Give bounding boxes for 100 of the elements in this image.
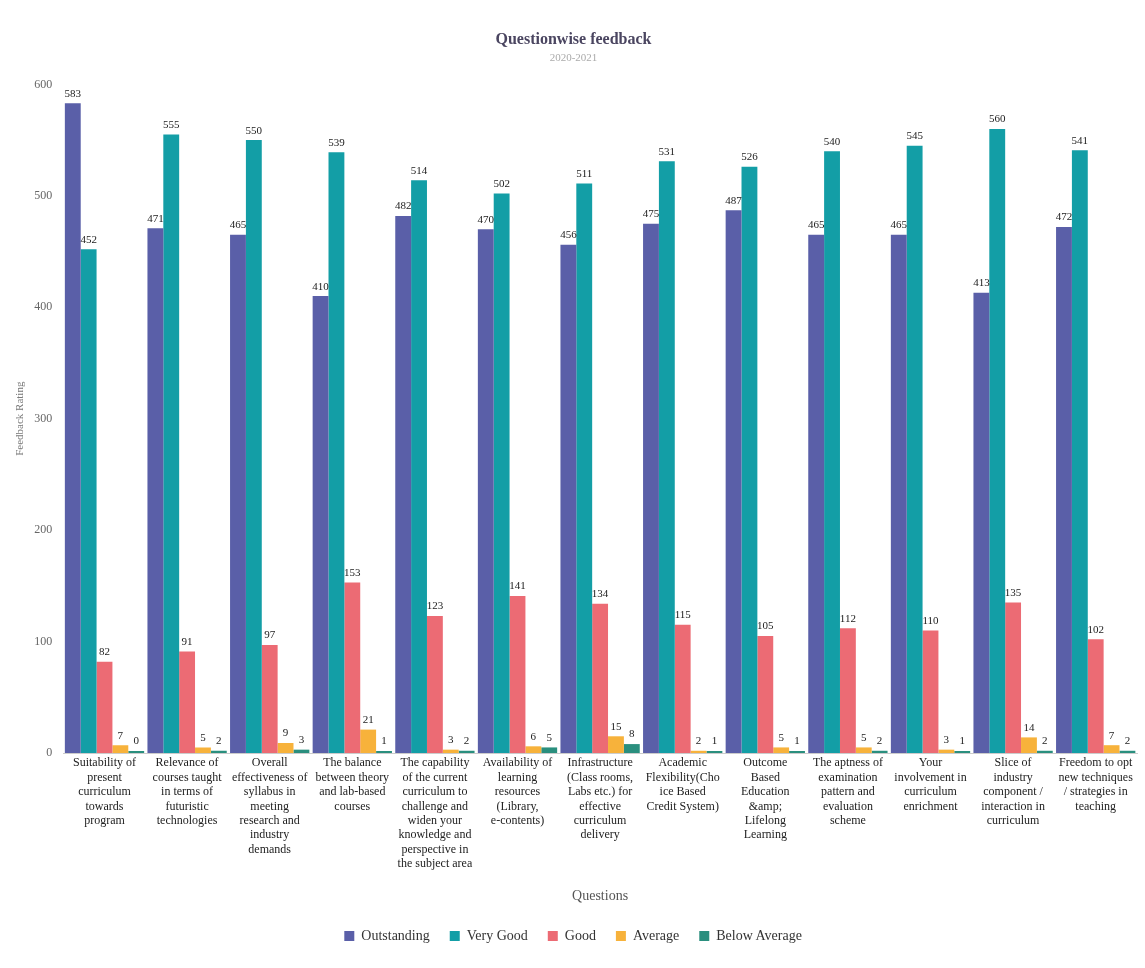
bar: [773, 747, 790, 753]
y-axis-title: Feedback Rating: [13, 381, 26, 456]
legend-label: Average: [632, 927, 680, 943]
data-label: 8: [629, 727, 636, 740]
data-label: 3: [448, 733, 455, 746]
bar: [328, 152, 345, 753]
data-label: 514: [410, 163, 428, 176]
bar: [871, 750, 888, 753]
data-label: 2: [695, 734, 702, 747]
data-label: 482: [394, 199, 412, 212]
data-label: 470: [477, 212, 495, 225]
bar: [938, 749, 955, 753]
data-label: 1: [794, 734, 800, 747]
data-label: 471: [147, 211, 164, 224]
bar: [1119, 750, 1136, 753]
data-label: 550: [245, 123, 263, 136]
x-tick-label: The aptness of examination pattern and evaluation scheme: [812, 755, 883, 827]
data-label: 123: [426, 599, 444, 612]
data-label: 3: [943, 733, 950, 746]
bar: [96, 661, 113, 753]
data-label: 153: [344, 565, 362, 578]
bar: [839, 628, 856, 753]
bar: [261, 644, 278, 753]
bar: [922, 630, 939, 753]
bar: [1103, 745, 1120, 753]
data-label: 1: [711, 734, 718, 747]
bar: [509, 595, 526, 753]
data-label: 5: [861, 730, 868, 743]
x-tick-label: Suitability of present curriculum towards program: [73, 755, 136, 827]
data-label: 5: [546, 730, 553, 743]
data-label: 6: [530, 729, 537, 742]
data-label: 91: [181, 634, 193, 647]
x-tick-label: The capability of the current curriculum to challenge and widen your knowledge and perspective in the subject area: [397, 755, 473, 871]
data-label: 105: [757, 619, 775, 632]
y-tick-label: 400: [34, 299, 53, 314]
bar: [195, 747, 211, 753]
bar: [493, 193, 510, 753]
bar: [80, 249, 97, 753]
bar: [411, 180, 427, 753]
bar: [458, 750, 475, 753]
data-label: 511: [576, 166, 593, 179]
legend-label: Outstanding: [361, 927, 430, 943]
x-tick-label: Slice of industry component / interaction in curriculum: [981, 755, 1045, 827]
data-label: 15: [610, 719, 622, 732]
x-tick-label: The balance between theory and lab-based courses: [315, 755, 390, 813]
data-label: 475: [642, 207, 660, 220]
x-tick-label: Infrastructure (Class rooms, Labs etc.) for effective curriculum delivery: [567, 755, 634, 842]
bar: [477, 229, 494, 753]
y-tick-label: 100: [34, 633, 53, 648]
bar: [64, 103, 81, 753]
data-label: 115: [674, 608, 692, 621]
bar: [576, 183, 593, 753]
data-label: 2: [1042, 734, 1048, 747]
bar: [1056, 227, 1072, 753]
bar: [1071, 150, 1088, 753]
data-label: 540: [823, 134, 841, 147]
x-tick-label: Availability of learning resources (Library, e-contents): [482, 755, 553, 827]
bar: [395, 215, 412, 753]
x-tick-label: Academic Flexibility(Choice Based Credit System): [645, 755, 720, 813]
bar: [906, 145, 923, 753]
bar: [608, 736, 624, 753]
legend-label: Very Good: [466, 927, 528, 943]
x-tick-label: Relevance of courses taught in terms of futuristic technologies: [152, 755, 223, 827]
bar: [643, 223, 659, 753]
legend-label: Good: [564, 927, 596, 943]
bar: [293, 749, 310, 753]
data-label: 7: [1108, 728, 1115, 741]
data-label: 465: [890, 218, 908, 231]
bar: [989, 128, 1006, 753]
data-label: 102: [1087, 622, 1104, 635]
bar: [890, 234, 907, 753]
data-label: 2: [463, 734, 470, 747]
data-label: 472: [1055, 210, 1073, 223]
bar: [757, 636, 774, 753]
bar: [808, 234, 825, 753]
bar: [426, 615, 443, 753]
chart-title: Questionwise feedback: [495, 29, 652, 47]
bar: [277, 742, 294, 753]
data-label: 410: [312, 279, 330, 292]
bar: [973, 292, 990, 753]
data-label: 539: [328, 135, 346, 148]
data-label: 14: [1023, 720, 1035, 733]
y-tick-label: 0: [46, 745, 53, 760]
bar: [1036, 750, 1053, 753]
bar: [824, 151, 840, 753]
data-label: 134: [591, 587, 609, 600]
chart-subtitle: 2020-2021: [549, 50, 598, 63]
data-label: 2: [1124, 734, 1131, 747]
x-tick-label: Freedom to opt new techniques / strategies in teaching: [1058, 755, 1134, 813]
bar: [163, 134, 180, 753]
legend-label: Below Average: [716, 927, 802, 943]
data-label: 7: [117, 728, 124, 741]
data-label: 545: [906, 129, 924, 142]
data-label: 141: [509, 579, 526, 592]
data-label: 2: [876, 734, 883, 747]
bar: [674, 624, 691, 753]
bar: [592, 603, 609, 753]
data-label: 5: [778, 730, 785, 743]
data-label: 452: [80, 232, 97, 245]
bar: [725, 210, 742, 753]
